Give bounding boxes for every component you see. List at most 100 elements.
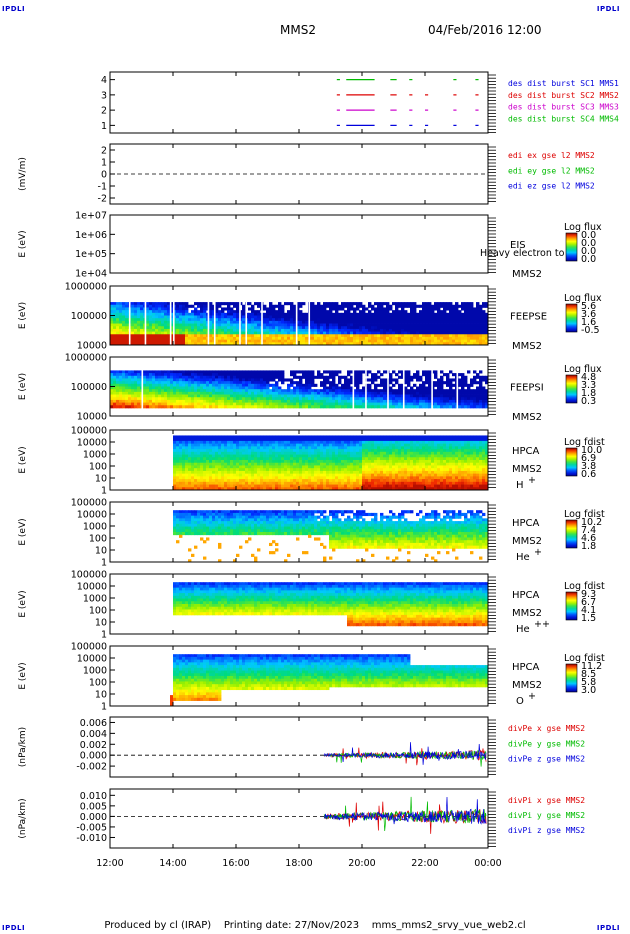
hpca-h-cell [212, 457, 216, 461]
hpca-h-cell [236, 454, 240, 458]
feepse-cell [365, 331, 369, 335]
feepsi-cell [260, 394, 264, 398]
hpca-h-cell [323, 446, 327, 450]
hpca-h-cell [224, 473, 228, 477]
feepse-cell [122, 328, 126, 332]
hpca-h-cell [194, 481, 198, 485]
feepse-cell [122, 315, 126, 319]
feepse-cell [461, 307, 465, 311]
feepsi-cell [311, 389, 315, 393]
feepsi-cell [128, 373, 132, 377]
feepsi-cell [203, 373, 207, 377]
feepse-cell [392, 328, 396, 332]
feepse-cell [152, 320, 156, 324]
hpca-h-cell [257, 454, 261, 458]
feepse-cell [356, 328, 360, 332]
feepsi-cell [314, 375, 318, 379]
feepse-cell [371, 307, 375, 311]
feepse-cell [215, 326, 219, 330]
feepsi-cell [377, 375, 381, 379]
feepse-cell [476, 307, 480, 311]
feepse-cell [347, 304, 351, 308]
feepsi-cell [197, 405, 201, 409]
feepsi-cell [479, 378, 483, 382]
hpca-h-cell [194, 487, 198, 491]
feepse-cell [485, 318, 489, 322]
feepsi-cell [134, 373, 138, 377]
feepse-cell [212, 328, 216, 332]
feepse-cell [332, 318, 336, 322]
feepsi-cell [401, 405, 405, 409]
feepse-cell [158, 315, 162, 319]
feepse-cell [398, 302, 402, 306]
burst-frame [109, 71, 489, 134]
feepsi-cell [128, 375, 132, 379]
feepsi-cell [278, 370, 282, 374]
hpca-h-cell [344, 449, 348, 453]
feepse-cell [359, 339, 363, 343]
hpca-h-cell [173, 438, 177, 442]
feepsi-cell [461, 375, 465, 379]
feepse-cell [191, 342, 195, 346]
hpca-h-cell [206, 476, 210, 480]
hpca-h-cell [260, 443, 264, 447]
feepse-cell [356, 339, 360, 343]
feepse-cell [305, 336, 309, 341]
hpca-h-cell [221, 449, 225, 453]
feepsi-cell [236, 394, 240, 398]
hpca-h-cell [203, 465, 207, 469]
feepsi-cell [263, 397, 267, 401]
feepse-cell [164, 339, 168, 343]
feepsi-cell [416, 370, 420, 374]
feepsi-cell [233, 399, 237, 403]
feepse-cell [185, 323, 189, 327]
hpca-h-cell [227, 470, 231, 475]
feepsi-cell [299, 383, 303, 387]
feepsi-cell [449, 383, 453, 387]
feepsi-cell [428, 383, 432, 387]
feepsi-cell [446, 378, 450, 382]
feepse-cell [296, 304, 300, 308]
feepsi-cell [221, 370, 225, 374]
feepsi-cell [116, 397, 120, 401]
feepsi-cell [176, 399, 180, 403]
feepse-cell [431, 312, 435, 316]
feepse-cell [386, 310, 390, 314]
feepse-cell [479, 304, 483, 308]
feepse-cell [347, 328, 351, 332]
feepse-cell [125, 342, 129, 346]
hpca-h-cell [173, 462, 177, 466]
hpca-h-cell [236, 460, 240, 464]
feepsi-cell [329, 373, 333, 377]
hpca-h-cell [326, 473, 330, 477]
feepse-cell [431, 318, 435, 322]
feepse-cell [146, 342, 150, 346]
feepse-cell [407, 304, 411, 308]
feepsi-cell [149, 383, 153, 387]
feepsi-cell [389, 391, 393, 395]
hpca-h-cell [230, 440, 234, 445]
feepse-cell [191, 304, 195, 308]
feepsi-cell [368, 394, 372, 398]
feepsi-cell [200, 402, 204, 406]
hpca-h-cell [317, 487, 321, 491]
feepse-cell [479, 336, 483, 341]
feepse-cell [209, 307, 213, 311]
feepse-cell [233, 320, 237, 324]
feepse-cell [380, 318, 384, 322]
feepse-cell [278, 304, 282, 308]
feepse-cell [395, 336, 399, 341]
feepse-cell [392, 310, 396, 314]
hpca-h-cell [329, 438, 333, 442]
feepse-cell [386, 312, 390, 316]
hpca-h-cell [212, 468, 216, 472]
feepse-cell [212, 307, 216, 311]
hpca-h-cell [206, 487, 210, 491]
feepsi-cell [476, 389, 480, 393]
feepse-cell [224, 307, 228, 311]
feepse-cell [200, 331, 204, 335]
feepsi-cell [239, 383, 243, 387]
hpca-h-cell [272, 446, 276, 450]
feepsi-cell [422, 381, 426, 385]
